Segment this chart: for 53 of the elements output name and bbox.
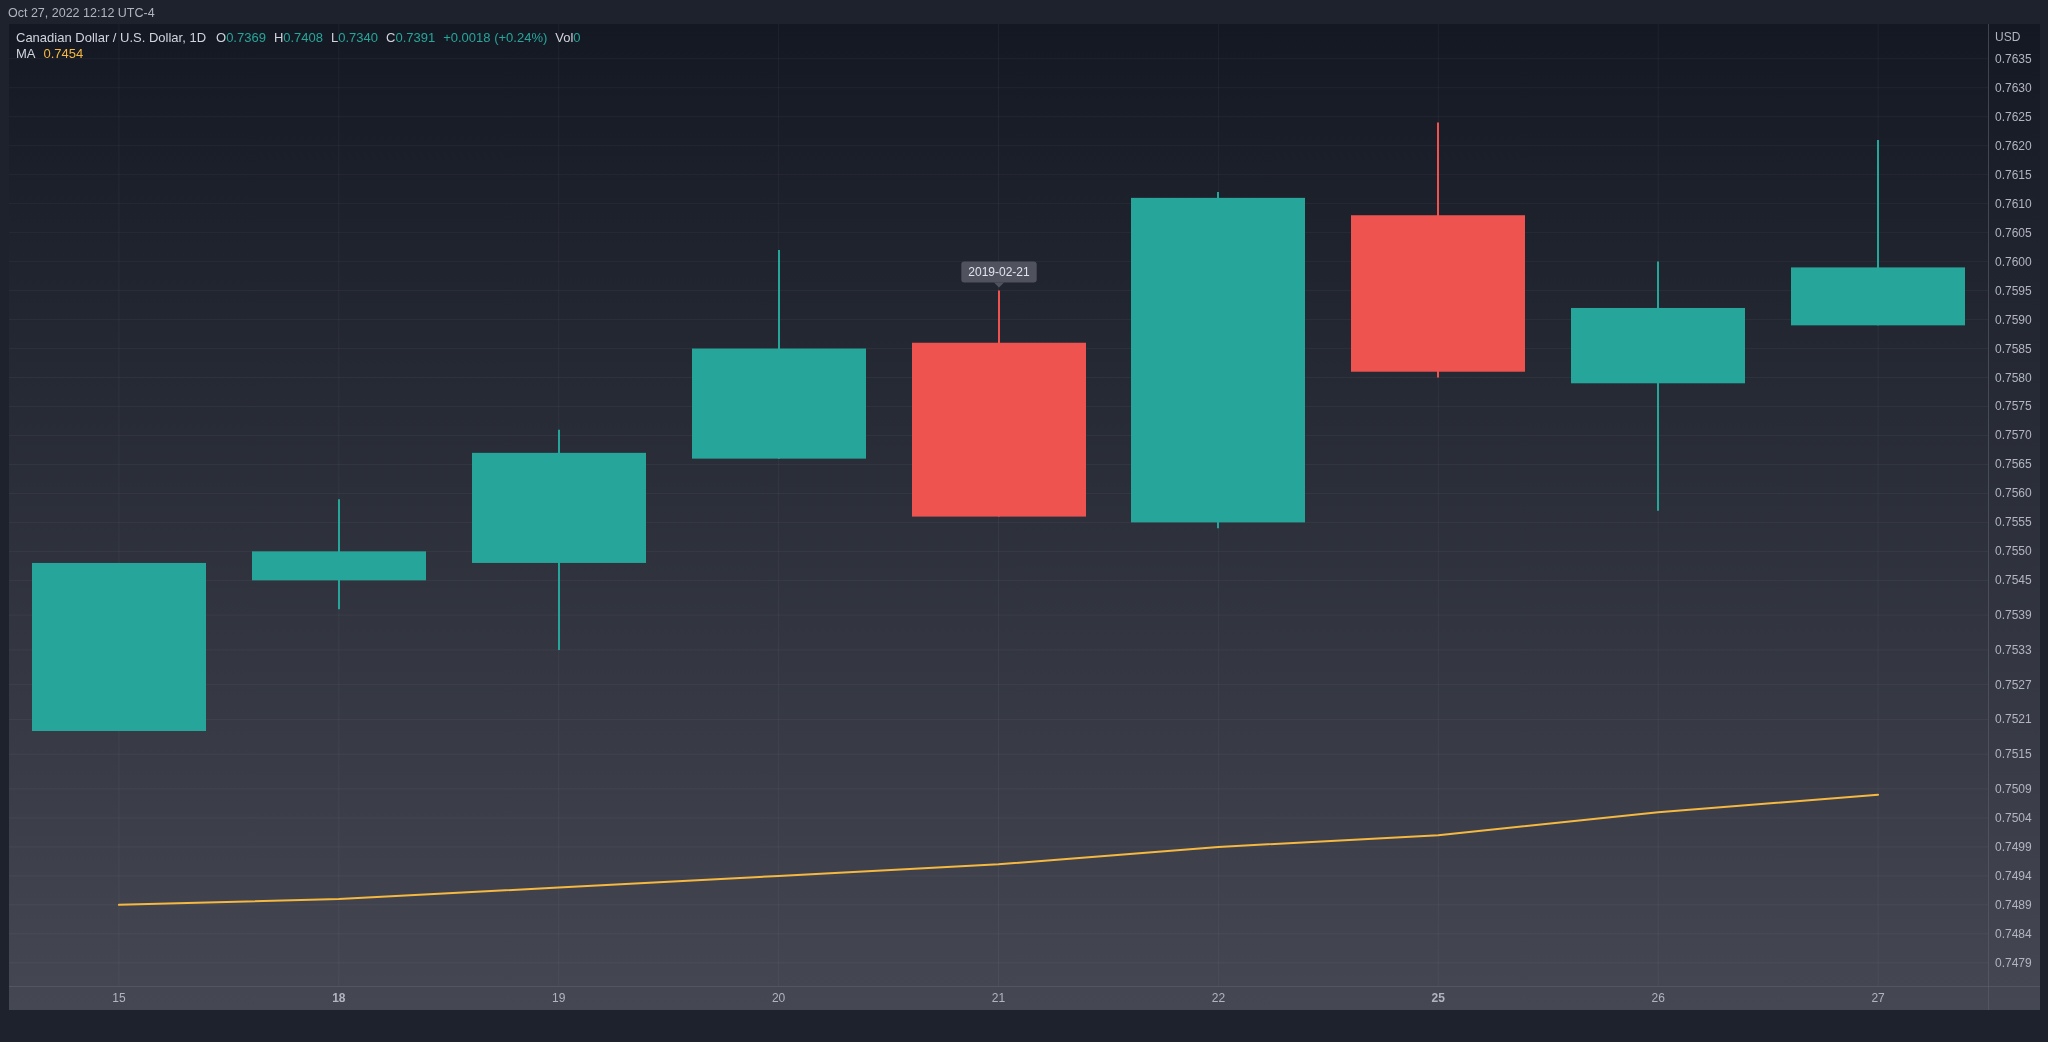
x-tick-label: 19: [552, 991, 566, 1005]
x-tick-label: 26: [1651, 991, 1666, 1005]
y-tick-label: 0.7484: [1995, 926, 2033, 941]
annotation: O0.7369: [216, 30, 266, 45]
text: Canadian Dollar / U.S. Dollar, 1D: [16, 30, 207, 45]
annotation: 2019-02-21: [968, 265, 1031, 280]
y-tick-label: 0.7499: [1995, 839, 2033, 854]
y-tick-label: 0.7620: [1995, 138, 2033, 153]
y-tick-label: 0.7494: [1995, 868, 2033, 883]
y-tick-label: 0.7479: [1995, 955, 2033, 970]
y-tick-label: 0.7504: [1995, 810, 2033, 825]
y-tick-label: 0.7539: [1995, 608, 2033, 623]
text: MA: [16, 46, 36, 61]
annotation: 0.7454: [43, 46, 84, 61]
x-tick-label: 15: [112, 991, 126, 1005]
y-tick-label: 0.7580: [1995, 370, 2033, 385]
y-tick-label: 0.7489: [1995, 897, 2033, 912]
annotation: +0.0018 (+0.24%): [443, 30, 548, 45]
y-tick-label: 0.7590: [1995, 312, 2033, 327]
y-tick-label: 0.7550: [1995, 544, 2033, 559]
y-tick-label: 0.7545: [1995, 573, 2033, 588]
y-tick-label: 0.7585: [1995, 341, 2033, 356]
y-tick-label: 0.7560: [1995, 486, 2033, 501]
line-series: [117, 793, 1880, 906]
y-tick-label: 0.7575: [1995, 399, 2033, 414]
y-tick-label: 0.7625: [1995, 109, 2033, 124]
annotation: C0.7391: [386, 30, 436, 45]
y-tick-label: 0.7570: [1995, 428, 2033, 443]
annotation: L0.7340: [331, 30, 379, 45]
x-tick-label: 25: [1431, 991, 1446, 1005]
y-tick-label: 0.7527: [1995, 677, 2033, 692]
x-tick-label: 27: [1871, 991, 1886, 1005]
x-tick-label: 22: [1211, 991, 1226, 1005]
y-tick-label: 0.7509: [1995, 781, 2033, 796]
y-tick-label: 0.7600: [1995, 254, 2033, 269]
y-tick-label: 0.7515: [1995, 747, 2033, 762]
annotation: H0.7408: [273, 30, 324, 45]
x-tick-label: 21: [991, 991, 1006, 1005]
y-tick-label: 0.7605: [1995, 225, 2033, 240]
y-tick-label: 0.7595: [1995, 283, 2033, 298]
y-tick-label: 0.7533: [1995, 642, 2033, 657]
y-tick-label: 0.7521: [1995, 712, 2033, 727]
annotation: Vol0: [555, 30, 581, 45]
x-tick-label: 20: [771, 991, 786, 1005]
y-axis-title: USD: [1995, 30, 2021, 44]
y-tick-label: 0.7555: [1995, 515, 2033, 530]
y-tick-label: 0.7615: [1995, 167, 2033, 182]
y-tick-label: 0.7610: [1995, 196, 2033, 211]
x-tick-label: 18: [332, 991, 346, 1005]
y-tick-label: 0.7565: [1995, 457, 2033, 472]
y-tick-label: 0.7630: [1995, 80, 2033, 95]
y-tick-label: 0.7635: [1995, 51, 2033, 66]
text: Oct 27, 2022 12:12 UTC-4: [8, 6, 155, 20]
